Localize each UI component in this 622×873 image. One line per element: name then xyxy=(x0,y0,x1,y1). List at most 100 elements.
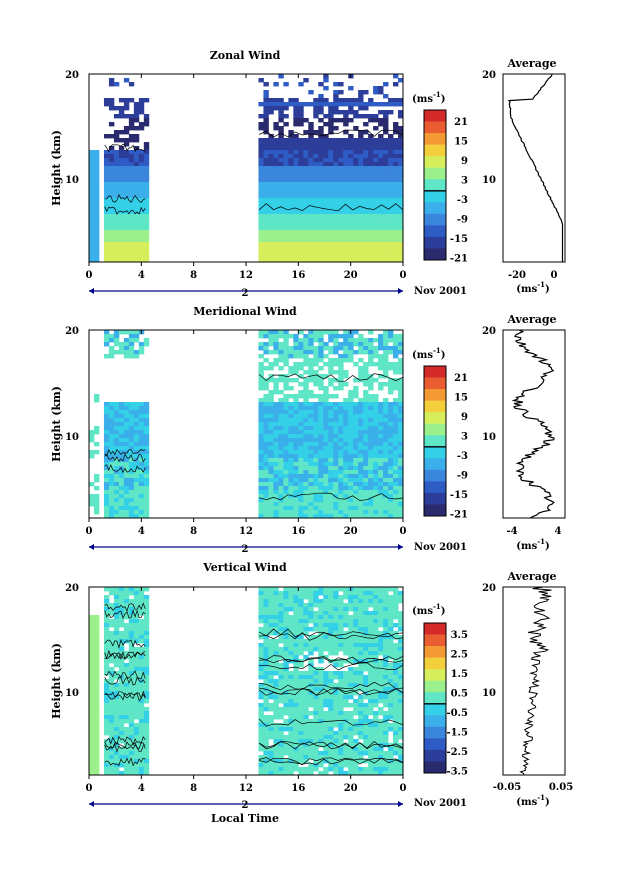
heat-cell xyxy=(89,242,95,247)
heat-cell xyxy=(398,715,404,720)
heat-cell xyxy=(398,254,404,259)
heat-cell xyxy=(113,655,120,660)
heat-cell xyxy=(368,466,374,471)
heat-cell xyxy=(378,414,384,419)
heat-cell xyxy=(278,114,284,119)
heat-cell xyxy=(343,474,349,479)
heat-cell xyxy=(143,162,150,167)
heat-cell xyxy=(128,619,135,624)
heat-cell xyxy=(278,715,284,720)
heat-cell xyxy=(343,639,349,644)
heat-cell xyxy=(273,743,279,748)
heat-cell xyxy=(93,711,100,716)
heat-cell xyxy=(89,454,95,459)
heat-cell xyxy=(303,102,309,107)
heat-cell xyxy=(358,422,364,427)
heat-cell xyxy=(343,494,349,499)
heat-cell xyxy=(283,410,289,415)
heat-cell xyxy=(373,234,379,239)
heat-cell xyxy=(268,98,274,103)
heat-cell xyxy=(398,426,404,431)
heat-cell xyxy=(363,631,369,636)
heat-cell xyxy=(378,238,384,243)
heat-cell xyxy=(278,623,284,628)
heat-cell xyxy=(278,771,284,776)
heat-cell xyxy=(298,731,304,736)
colorbar-swatch xyxy=(424,715,446,728)
heat-cell xyxy=(298,462,304,467)
heat-cell xyxy=(313,591,319,596)
heat-cell xyxy=(93,478,100,483)
heat-cell xyxy=(373,723,379,728)
heat-cell xyxy=(328,635,334,640)
heat-cell xyxy=(93,667,100,672)
heat-cell xyxy=(338,763,344,768)
heat-cell xyxy=(293,458,299,463)
heat-cell xyxy=(258,370,264,375)
heat-cell xyxy=(263,242,269,247)
heat-cell xyxy=(283,458,289,463)
heat-cell xyxy=(353,727,359,732)
heat-cell xyxy=(333,767,339,772)
heat-cell xyxy=(328,675,334,680)
heat-cell xyxy=(323,655,329,660)
heat-cell xyxy=(283,763,289,768)
heat-cell xyxy=(318,587,324,592)
heat-cell xyxy=(268,242,274,247)
heat-cell xyxy=(308,158,314,163)
heat-cell xyxy=(373,743,379,748)
heat-cell xyxy=(378,599,384,604)
heat-cell xyxy=(383,731,389,736)
heat-cell xyxy=(128,703,135,708)
heat-cell xyxy=(303,222,309,227)
heat-cell xyxy=(288,190,294,195)
heat-cell xyxy=(113,711,120,716)
heat-cell xyxy=(143,647,150,652)
heat-cell xyxy=(338,498,344,503)
heat-cell xyxy=(268,238,274,243)
heat-cell xyxy=(138,651,145,656)
heat-cell xyxy=(313,166,319,171)
heat-cell xyxy=(143,242,150,247)
heat-cell xyxy=(373,86,379,91)
heat-cell xyxy=(393,663,399,668)
heat-cell xyxy=(143,623,150,628)
colorbar-swatch xyxy=(424,213,446,226)
heat-cell xyxy=(263,82,269,87)
heat-cell xyxy=(308,434,314,439)
heat-cell xyxy=(133,422,140,427)
heat-cell xyxy=(373,422,379,427)
heat-cell xyxy=(108,154,115,159)
heat-cell xyxy=(288,478,294,483)
heat-cell xyxy=(393,502,399,507)
heat-cell xyxy=(103,663,110,668)
heat-cell xyxy=(323,611,329,616)
heat-cell xyxy=(138,771,145,776)
heat-cell xyxy=(303,186,309,191)
heat-cell xyxy=(343,687,349,692)
heat-cell xyxy=(388,102,394,107)
heat-cell xyxy=(318,386,324,391)
heat-cell xyxy=(303,723,309,728)
heat-cell xyxy=(328,514,334,519)
heat-cell xyxy=(283,242,289,247)
heat-cell xyxy=(368,743,374,748)
heat-cell xyxy=(128,466,135,471)
vertical-avg-profile xyxy=(519,586,552,776)
heat-cell xyxy=(368,114,374,119)
heat-cell xyxy=(308,258,314,263)
heat-cell xyxy=(353,631,359,636)
heat-cell xyxy=(338,362,344,367)
heat-cell xyxy=(283,683,289,688)
heat-cell xyxy=(108,82,115,87)
heat-cell xyxy=(363,438,369,443)
heat-cell xyxy=(363,246,369,251)
heat-cell xyxy=(268,106,274,111)
heat-cell xyxy=(288,158,294,163)
heat-cell xyxy=(398,134,404,139)
heat-cell xyxy=(323,691,329,696)
heat-cell xyxy=(283,146,289,151)
heat-cell xyxy=(343,158,349,163)
heat-cell xyxy=(268,486,274,491)
heat-cell xyxy=(313,402,319,407)
